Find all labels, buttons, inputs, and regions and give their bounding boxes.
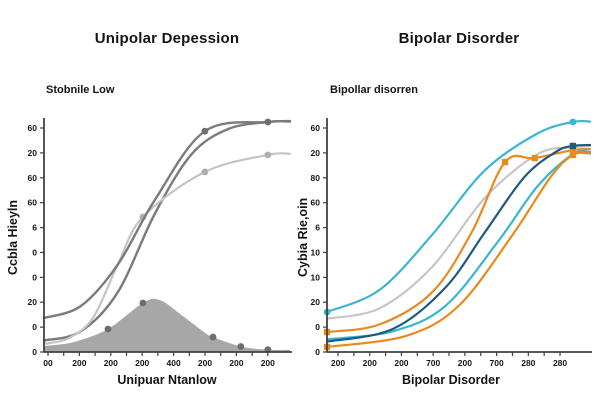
left-chart-subtitle: Stobnile Low [46, 84, 115, 96]
y-tick-label: 80 [311, 173, 321, 183]
y-tick-label: 0 [32, 347, 37, 357]
y-tick-label: 10 [311, 247, 321, 257]
right-series-orange-primary-marker [531, 154, 538, 162]
left-x-axis-label: Unipuar Ntanlow [117, 373, 217, 387]
y-tick-label: 0 [315, 322, 320, 332]
y-tick-label: 0 [32, 272, 37, 282]
x-tick-label: 200 [394, 358, 408, 368]
y-tick-label: 20 [311, 297, 321, 307]
x-tick-label: 00 [43, 358, 53, 368]
right-series-cyan-secondary [325, 149, 592, 341]
y-tick-label: 20 [28, 148, 38, 158]
x-tick-label: 200 [229, 358, 243, 368]
y-tick-label: 20 [28, 297, 38, 307]
right-chart-title: Bipolar Disorder [398, 30, 520, 47]
right-series-navy-marker [569, 142, 577, 150]
right-x-axis-label: Bipolar Disorder [402, 373, 500, 387]
x-tick-label: 200 [135, 358, 149, 368]
left-series-incidence-area-marker [139, 299, 147, 307]
x-tick-label: 700 [426, 358, 440, 368]
y-tick-label: 0 [32, 247, 37, 257]
y-tick-label: 0 [315, 347, 320, 357]
y-tick-label: 0 [32, 322, 37, 332]
y-tick-label: 60 [28, 123, 38, 133]
x-tick-label: 200 [104, 358, 118, 368]
y-tick-label: 60 [28, 198, 38, 208]
right-chart-subtitle: Bipollar disorren [330, 84, 419, 96]
x-tick-label: 200 [261, 358, 275, 368]
y-tick-label: 6 [315, 223, 320, 233]
y-tick-label: 6 [32, 223, 37, 233]
left-series-sigmoid-light [42, 152, 292, 346]
x-tick-label: 200 [363, 358, 377, 368]
left-series-incidence-area-marker [237, 343, 245, 350]
left-series-sigmoid-light-marker [264, 151, 272, 159]
right-series-cyan-primary-marker [569, 118, 577, 126]
x-tick-label: 400 [167, 358, 181, 368]
left-series-sigmoid-dark-primary-marker [201, 127, 209, 135]
left-series-sigmoid-dark-primary [42, 119, 292, 320]
x-tick-label: 200 [72, 358, 86, 368]
left-series-incidence-area-marker [104, 325, 112, 333]
y-tick-label: 60 [311, 123, 321, 133]
left-series-incidence-area [44, 298, 290, 352]
left-series-incidence-area-marker [209, 333, 217, 341]
left-series-sigmoid-light-marker [201, 168, 209, 176]
right-series-orange-primary-marker [501, 158, 509, 166]
right-series-orange-primary [325, 147, 592, 334]
y-tick-label: 60 [28, 173, 38, 183]
y-tick-label: 60 [311, 198, 321, 208]
x-tick-label: 200 [331, 358, 345, 368]
y-tick-label: 20 [311, 148, 321, 158]
y-tick-label: 10 [311, 272, 321, 282]
left-chart-title: Unipolar Depession [94, 30, 240, 47]
right-series-orange-secondary [325, 151, 592, 349]
x-tick-label: 700 [490, 358, 504, 368]
x-tick-label: 280 [553, 358, 567, 368]
right-series-orange-secondary-marker [569, 151, 577, 159]
left-series-sigmoid-dark-primary-marker [264, 118, 272, 126]
x-tick-label: 280 [521, 358, 535, 368]
x-tick-label: 200 [458, 358, 472, 368]
x-tick-label: 200 [198, 358, 212, 368]
